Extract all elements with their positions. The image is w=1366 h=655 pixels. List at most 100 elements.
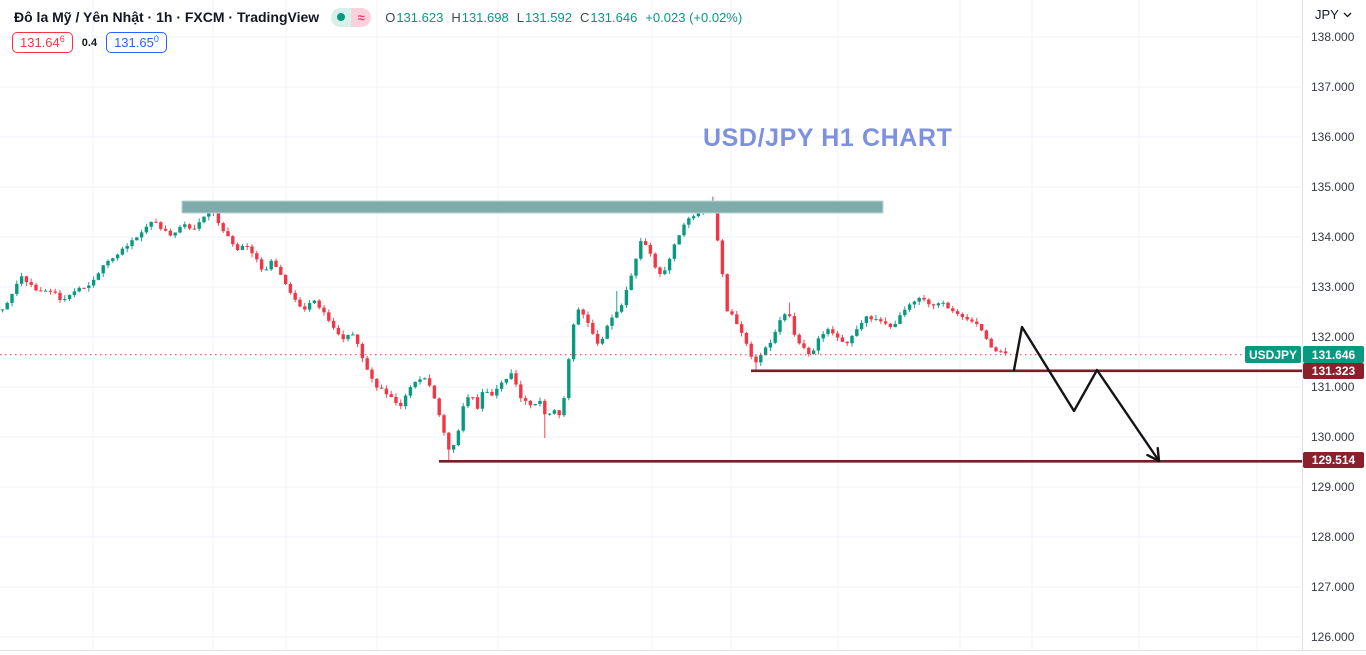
candle bbox=[653, 252, 657, 270]
y-axis-tick: 137.000 bbox=[1311, 80, 1355, 94]
candle bbox=[859, 320, 864, 332]
candle-body bbox=[624, 289, 629, 306]
candle bbox=[571, 323, 576, 362]
candle bbox=[845, 341, 849, 346]
candle bbox=[768, 339, 773, 352]
candle-body bbox=[163, 228, 168, 231]
projection-arrow-line[interactable] bbox=[1012, 325, 1161, 463]
candle-body bbox=[1003, 351, 1008, 354]
candle-body bbox=[327, 312, 331, 321]
candle-body bbox=[576, 309, 581, 325]
candle bbox=[475, 394, 480, 410]
candle bbox=[120, 246, 125, 256]
candle-body bbox=[187, 224, 192, 229]
projection-arrow-drawing[interactable] bbox=[1012, 325, 1161, 463]
candle bbox=[960, 312, 965, 320]
sell-button[interactable]: 131.64 6 bbox=[12, 32, 73, 53]
candle bbox=[245, 243, 249, 251]
candle-body bbox=[677, 235, 681, 245]
sell-price: 131.64 bbox=[20, 35, 60, 50]
candle bbox=[533, 403, 537, 406]
candle bbox=[442, 413, 446, 436]
candle-body bbox=[111, 258, 115, 261]
y-axis-tick: 133.000 bbox=[1311, 280, 1355, 294]
candle bbox=[807, 346, 811, 357]
candle bbox=[451, 444, 456, 454]
candle bbox=[82, 287, 86, 290]
candle-body bbox=[283, 274, 288, 285]
candle bbox=[370, 367, 374, 383]
candle-body bbox=[269, 260, 273, 270]
candle-body bbox=[999, 351, 1003, 353]
candle-body bbox=[663, 270, 667, 275]
data-status-pill[interactable]: ≈ bbox=[331, 7, 372, 27]
candle bbox=[615, 291, 619, 319]
candle-body bbox=[19, 276, 24, 284]
delayed-data-icon[interactable]: ≈ bbox=[351, 7, 372, 27]
candle bbox=[831, 326, 835, 336]
candle bbox=[427, 374, 432, 388]
candle bbox=[264, 266, 269, 271]
candle-body bbox=[34, 284, 38, 291]
candle-body bbox=[245, 245, 249, 247]
candle bbox=[725, 273, 729, 312]
candle bbox=[418, 376, 422, 385]
symbol-title[interactable]: Đô la Mỹ / Yên Nhật · 1h · FXCM · Tradin… bbox=[14, 9, 320, 25]
resistance-zone-drawing[interactable] bbox=[181, 200, 884, 214]
axis-currency-label: JPY bbox=[1315, 7, 1339, 22]
candle-body bbox=[682, 224, 686, 236]
resistance-zone-rect[interactable] bbox=[181, 200, 884, 214]
candle bbox=[255, 250, 259, 263]
candle-body bbox=[519, 384, 523, 399]
candle bbox=[29, 278, 33, 288]
candle bbox=[600, 336, 605, 345]
candle-body bbox=[807, 347, 811, 355]
candle-body bbox=[922, 298, 926, 300]
candle bbox=[58, 289, 62, 303]
candle bbox=[279, 264, 283, 276]
candle-body bbox=[423, 378, 427, 380]
candle bbox=[917, 296, 921, 305]
candle bbox=[816, 335, 821, 355]
candle-body bbox=[946, 302, 950, 309]
candle bbox=[855, 325, 859, 337]
candle bbox=[893, 320, 897, 328]
price-axis[interactable]: 138.000 137.000 136.000 135.000 134.000 133.0… bbox=[1302, 0, 1366, 650]
candle-body bbox=[87, 285, 91, 288]
candle-body bbox=[115, 254, 120, 259]
candle bbox=[317, 299, 321, 310]
candle-body bbox=[879, 319, 883, 322]
candle bbox=[173, 232, 177, 239]
candle-body bbox=[351, 334, 355, 336]
candle-body bbox=[58, 292, 62, 301]
candle bbox=[485, 388, 489, 393]
candle-body bbox=[96, 273, 101, 280]
candle bbox=[811, 348, 816, 355]
candle-body bbox=[250, 246, 254, 254]
candle bbox=[183, 221, 187, 230]
candle-body bbox=[178, 226, 182, 233]
candle-body bbox=[523, 398, 528, 401]
buy-button[interactable]: 131.65 0 bbox=[106, 32, 167, 53]
candle bbox=[850, 334, 854, 347]
market-status-icon[interactable] bbox=[331, 7, 352, 27]
candle bbox=[461, 403, 465, 433]
candle bbox=[763, 346, 768, 356]
candle-body bbox=[744, 332, 749, 344]
candle-body bbox=[341, 334, 345, 340]
axis-currency-selector[interactable]: JPY bbox=[1315, 7, 1352, 22]
candle bbox=[240, 243, 245, 251]
candle bbox=[955, 309, 960, 317]
candle-body bbox=[384, 388, 389, 395]
candle bbox=[471, 397, 475, 400]
candle bbox=[840, 334, 845, 343]
open-label: O bbox=[385, 9, 396, 25]
candle-body bbox=[811, 350, 816, 355]
candle-body bbox=[139, 232, 144, 238]
candle-body bbox=[399, 402, 403, 407]
candle bbox=[514, 369, 518, 387]
candle bbox=[106, 259, 110, 269]
candle-body bbox=[379, 387, 384, 389]
candle-body bbox=[610, 317, 614, 326]
